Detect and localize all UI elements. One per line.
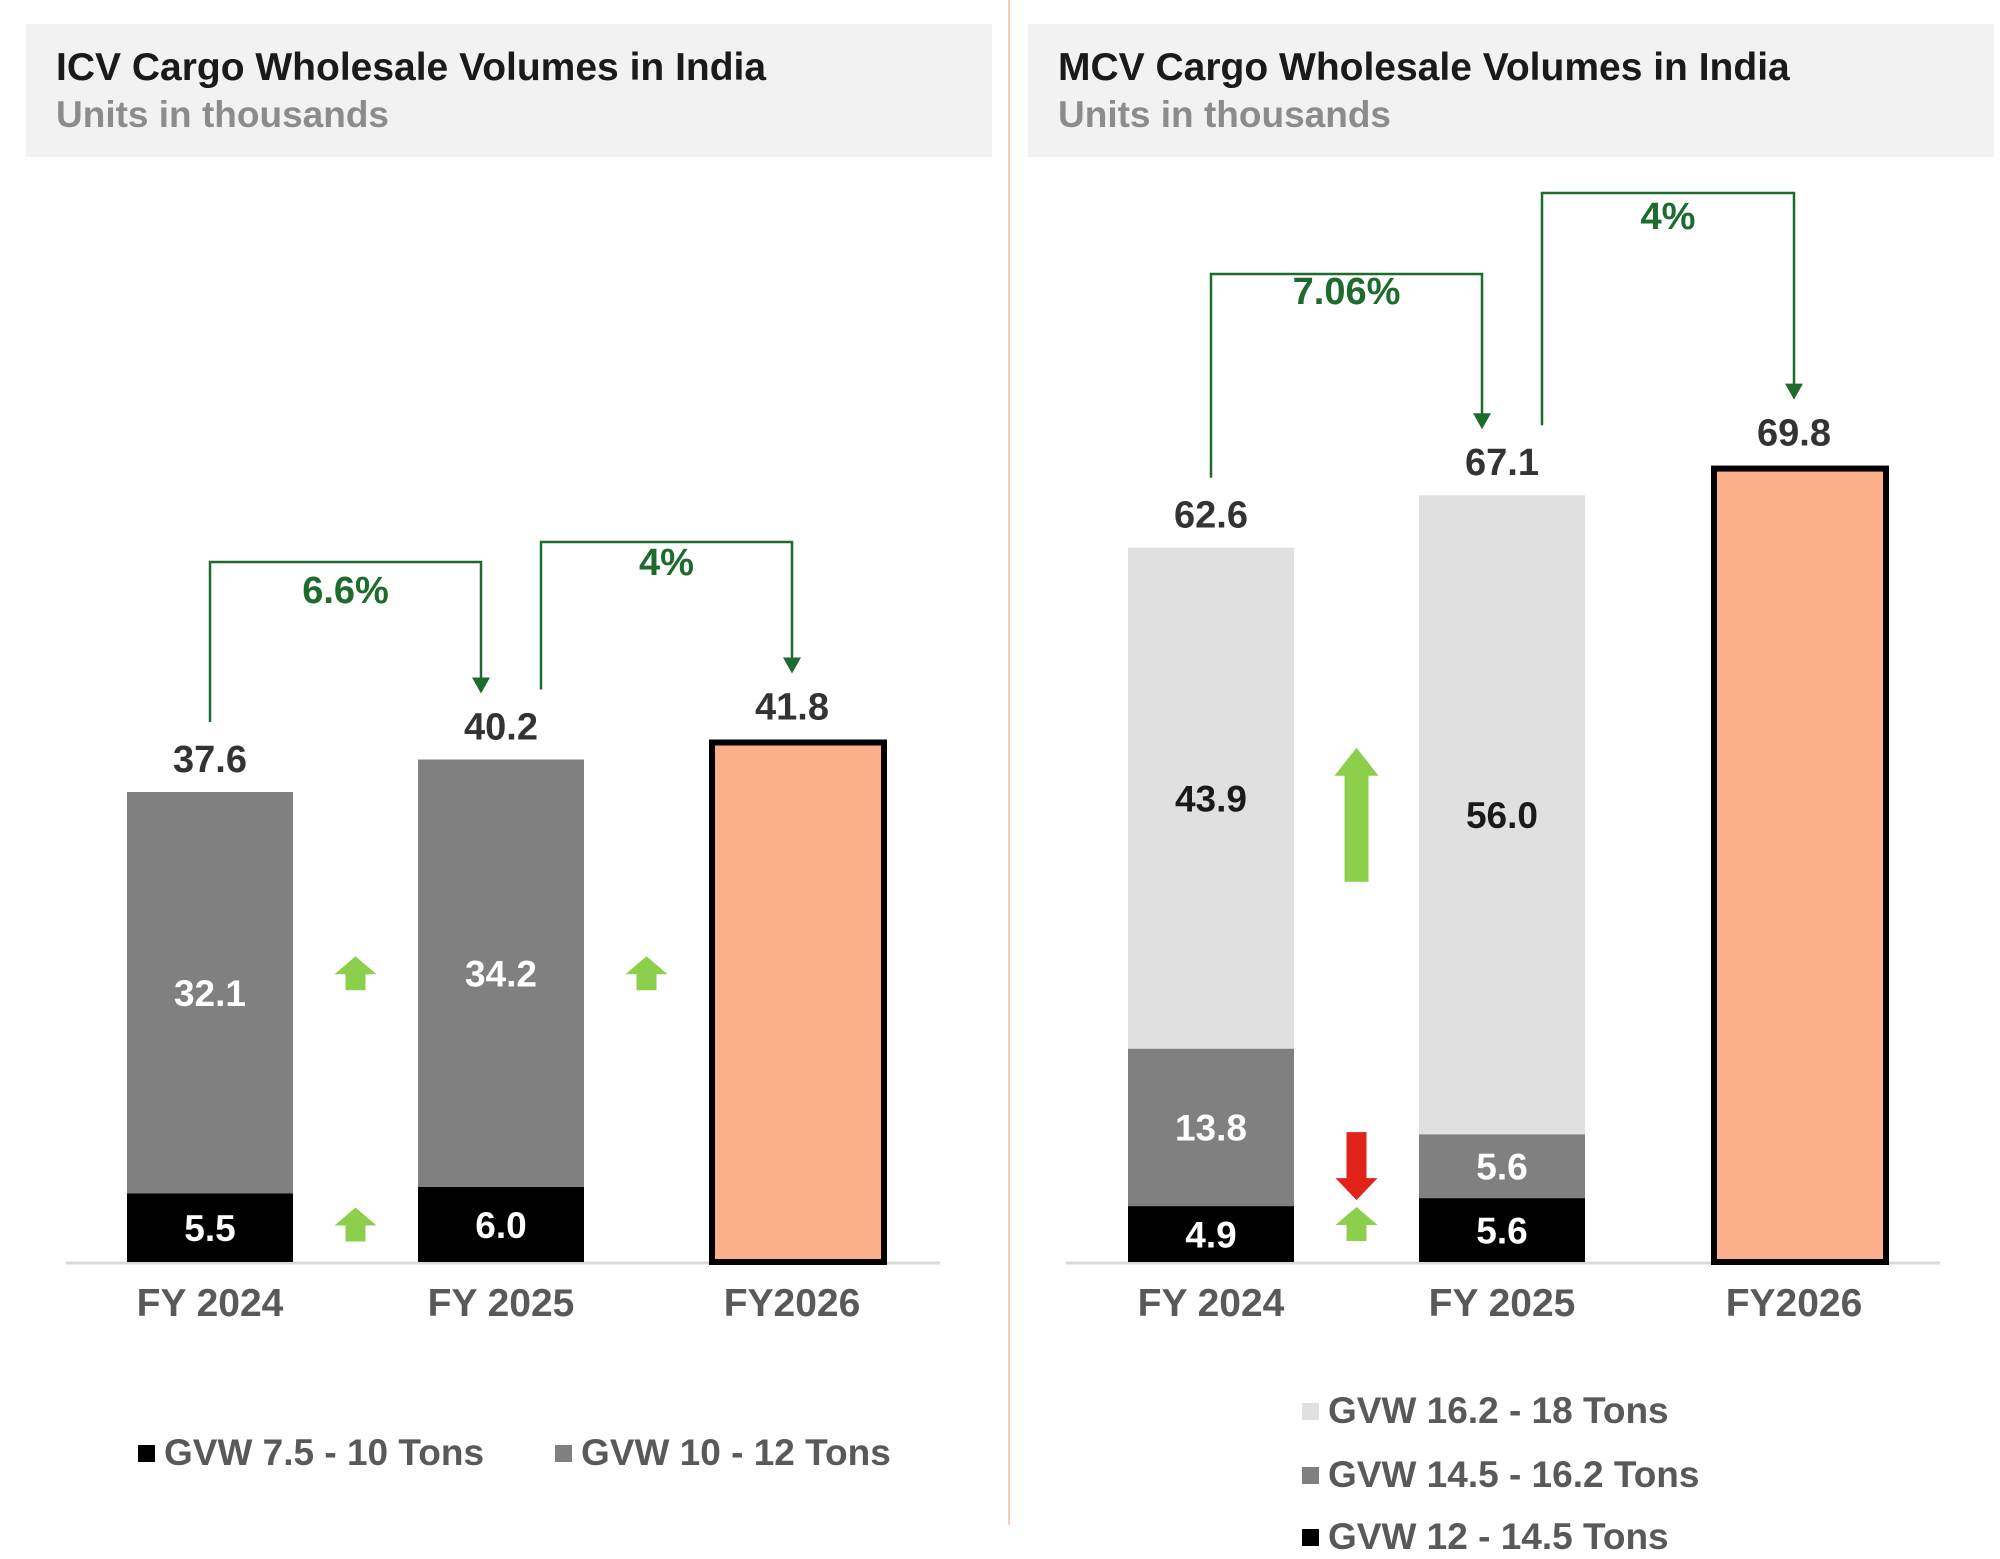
legend-item-gvw-12-14-5: GVW 12 - 14.5 Tons (1302, 1516, 1669, 1558)
mcv-data-label-fy-2025-gvw-14-5-16-2-tons: 5.6 (1476, 1146, 1527, 1187)
legend-swatch-gvw-7-5-10 (138, 1444, 155, 1462)
icv-x-tick-fy2026: FY2026 (724, 1282, 861, 1325)
mcv-total-label-fy2026: 69.8 (1757, 413, 1831, 455)
legend-swatch-gvw-10-12 (555, 1444, 572, 1462)
icv-bar-fy-2024-gvw-10-12-tons (127, 792, 293, 1194)
icv-data-label-fy-2025-gvw-7-5-10-tons: 6.0 (475, 1205, 526, 1246)
icv-total-label-fy2026: 41.8 (755, 687, 829, 729)
mcv-data-label-fy-2024-gvw-14-5-16-2-tons: 13.8 (1175, 1108, 1247, 1149)
mcv-bar-fy-2024-gvw-12-14-5-tons (1128, 1206, 1294, 1262)
mcv-trend-arrow-gvw-14-5-16-2-tons-down (1335, 1132, 1378, 1201)
mcv-bar-fy2026-forecast (1711, 465, 1889, 1266)
mcv-bar-fy-2025-gvw-12-14-5-tons (1419, 1198, 1585, 1262)
icv-growth-label-2: 4% (639, 542, 694, 584)
icv-trend-arrow-gvw-10-12-tons-up (625, 956, 668, 991)
icv-chart-subtitle: Units in thousands (56, 94, 389, 135)
mcv-growth-label-2: 4% (1641, 196, 1696, 238)
icv-data-label-fy-2024-gvw-10-12-tons: 32.1 (174, 973, 246, 1014)
mcv-chart-title: MCV Cargo Wholesale Volumes in India (1058, 46, 1790, 89)
mcv-chart-header: MCV Cargo Wholesale Volumes in India Uni… (1028, 24, 1994, 157)
icv-data-label-fy-2024-gvw-7-5-10-tons: 5.5 (184, 1208, 235, 1249)
mcv-data-label-fy-2025-gvw-16-2-18-tons: 56.0 (1466, 795, 1538, 836)
mcv-x-tick-fy2026: FY2026 (1726, 1282, 1863, 1325)
legend-item-gvw-7-5-10: GVW 7.5 - 10 Tons (138, 1432, 484, 1474)
legend-swatch-gvw-16-2-18 (1302, 1402, 1319, 1420)
mcv-growth-connector-2 (1540, 191, 1796, 426)
legend-item-gvw-10-12: GVW 10 - 12 Tons (555, 1432, 891, 1474)
legend-label-gvw-14-5-16-2: GVW 14.5 - 16.2 Tons (1328, 1454, 1700, 1495)
icv-chart-header: ICV Cargo Wholesale Volumes in India Uni… (26, 24, 992, 157)
icv-growth-connector-1 (208, 560, 483, 722)
mcv-x-tick-fy-2024: FY 2024 (1138, 1282, 1285, 1325)
icv-growth-arrowhead-1 (472, 677, 490, 694)
mcv-growth-label-1: 7.06% (1293, 271, 1401, 313)
mcv-total-label-fy-2025: 67.1 (1465, 442, 1539, 484)
mcv-chart-subtitle: Units in thousands (1058, 94, 1391, 135)
icv-x-tick-fy-2024: FY 2024 (137, 1282, 284, 1325)
mcv-bar-fy-2025-gvw-14-5-16-2-tons (1419, 1134, 1585, 1199)
mcv-bar-fy-2024-gvw-14-5-16-2-tons (1128, 1048, 1294, 1207)
mcv-bar-fy-2025-gvw-16-2-18-tons (1419, 495, 1585, 1135)
mcv-x-tick-fy-2025: FY 2025 (1429, 1282, 1576, 1325)
icv-bar-fy2026-forecast (709, 739, 887, 1265)
mcv-trend-arrow-gvw-16-2-18-tons-up (1334, 747, 1379, 882)
icv-trend-arrow-gvw-10-12-tons-up (334, 956, 377, 991)
legend-item-gvw-16-2-18: GVW 16.2 - 18 Tons (1302, 1390, 1669, 1432)
icv-x-tick-fy-2025: FY 2025 (428, 1282, 575, 1325)
icv-bar-fy-2024-gvw-7-5-10-tons (127, 1193, 293, 1262)
icv-growth-connector-2 (539, 540, 794, 690)
icv-data-label-fy-2025-gvw-10-12-tons: 34.2 (465, 954, 537, 995)
panel-divider (1008, 0, 1010, 1525)
mcv-data-label-fy-2025-gvw-12-14-5-tons: 5.6 (1476, 1210, 1527, 1251)
mcv-total-label-fy-2024: 62.6 (1174, 495, 1248, 537)
icv-trend-arrow-gvw-7-5-10-tons-up (334, 1207, 377, 1242)
legend-label-gvw-12-14-5: GVW 12 - 14.5 Tons (1328, 1516, 1669, 1557)
icv-bar-fy-2025-gvw-10-12-tons (418, 759, 584, 1187)
legend-swatch-gvw-14-5-16-2 (1302, 1466, 1319, 1484)
mcv-trend-arrow-gvw-12-14-5-tons-up (1335, 1207, 1378, 1242)
mcv-data-label-fy-2024-gvw-12-14-5-tons: 4.9 (1185, 1214, 1236, 1255)
mcv-data-label-fy-2024-gvw-16-2-18-tons: 43.9 (1175, 779, 1247, 820)
mcv-growth-arrowhead-1 (1473, 413, 1491, 430)
legend-item-gvw-14-5-16-2: GVW 14.5 - 16.2 Tons (1302, 1454, 1699, 1496)
icv-total-label-fy-2025: 40.2 (464, 707, 538, 749)
icv-chart-title: ICV Cargo Wholesale Volumes in India (56, 46, 767, 89)
icv-bar-fy-2025-gvw-7-5-10-tons (418, 1187, 584, 1262)
icv-growth-arrowhead-2 (783, 657, 801, 674)
legend-label-gvw-10-12: GVW 10 - 12 Tons (581, 1432, 891, 1473)
mcv-growth-connector-1 (1209, 272, 1484, 478)
legend-swatch-gvw-12-14-5 (1302, 1528, 1319, 1546)
icv-growth-label-1: 6.6% (302, 570, 389, 612)
legend-label-gvw-16-2-18: GVW 16.2 - 18 Tons (1328, 1390, 1669, 1431)
legend-label-gvw-7-5-10: GVW 7.5 - 10 Tons (164, 1432, 485, 1473)
mcv-bar-fy-2024-gvw-16-2-18-tons (1128, 547, 1294, 1049)
icv-total-label-fy-2024: 37.6 (173, 739, 247, 781)
mcv-growth-arrowhead-2 (1785, 383, 1803, 400)
